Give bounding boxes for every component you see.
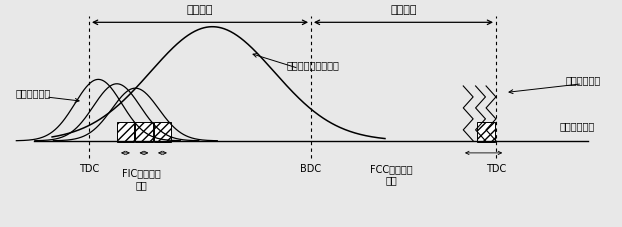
Bar: [154, 123, 171, 142]
Text: FCCを均等に
分配: FCCを均等に 分配: [370, 163, 412, 185]
Text: クランク角度: クランク角度: [559, 120, 595, 130]
Text: BDC: BDC: [300, 163, 322, 173]
Text: TDC: TDC: [79, 163, 99, 173]
Bar: [478, 123, 494, 142]
Text: FICを均等に
分配: FICを均等に 分配: [122, 168, 161, 189]
Text: バルブリフトカーブ: バルブリフトカーブ: [286, 60, 339, 70]
Text: TDC: TDC: [486, 163, 506, 173]
Text: 吸気行程噴射: 吸気行程噴射: [15, 88, 50, 98]
Text: 吸気行程: 吸気行程: [187, 5, 213, 15]
Bar: [136, 123, 152, 142]
Text: 圧縮行程: 圧縮行程: [390, 5, 417, 15]
Text: 圧縮行程噴射: 圧縮行程噴射: [565, 75, 601, 85]
Bar: [117, 123, 134, 142]
